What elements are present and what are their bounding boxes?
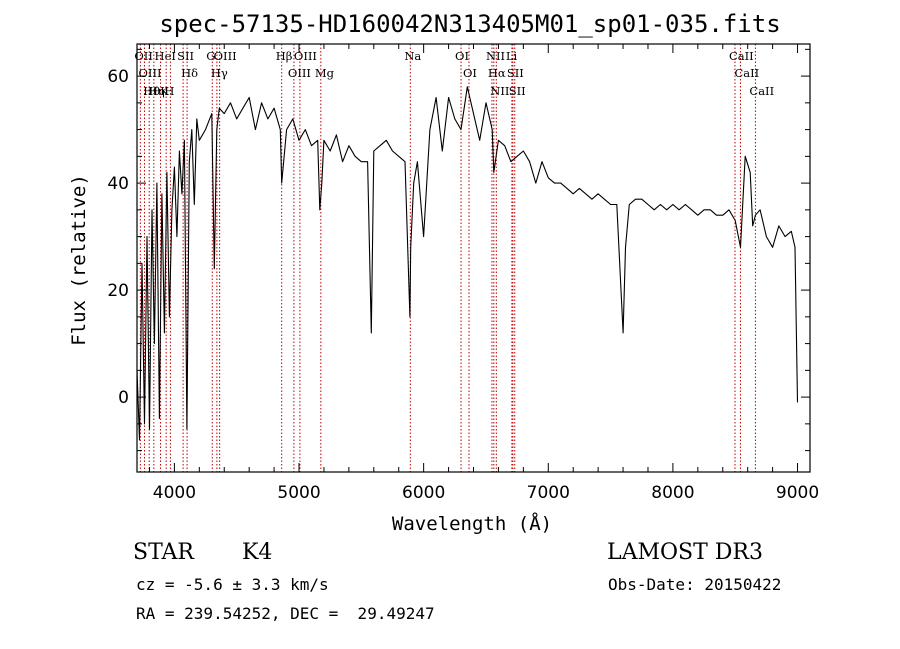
y-axis-label: Flux (relative) — [68, 174, 90, 346]
redshift-velocity: cz = -5.6 ± 3.3 km/s — [136, 575, 329, 594]
spectrum-line — [136, 86, 799, 441]
line-marker-label: SII — [509, 84, 526, 98]
line-marker-label: OI — [455, 49, 469, 63]
line-marker-label: OII — [134, 49, 153, 63]
object-subclass: K4 — [242, 540, 273, 565]
survey-name: LAMOST DR3 — [607, 540, 763, 565]
line-marker-label: Hβ — [276, 49, 293, 63]
x-axis-label: Wavelength (Å) — [392, 512, 552, 535]
x-tick-label: 5000 — [277, 483, 320, 503]
plot-frame — [136, 43, 811, 473]
line-marker-label: OIII — [138, 66, 161, 80]
line-marker-label: Hα — [488, 66, 506, 80]
line-marker-label: K — [160, 84, 169, 98]
x-tick-label: 4000 — [153, 483, 196, 503]
y-tick-label: 20 — [107, 281, 129, 301]
x-tick-label: 6000 — [402, 483, 445, 503]
line-marker-label: Li — [506, 49, 518, 63]
line-marker-label: G — [206, 49, 215, 63]
object-class: STAR — [133, 540, 194, 565]
line-marker-label: CaII — [749, 84, 774, 98]
line-marker-label: SII — [177, 49, 194, 63]
line-marker-label: NII — [490, 84, 509, 98]
line-marker-label: CaII — [729, 49, 754, 63]
line-marker-label: HeI — [155, 49, 176, 63]
line-marker-label: Hδ — [181, 66, 198, 80]
line-marker-label: CaII — [734, 66, 759, 80]
line-marker-label: Hγ — [211, 66, 228, 80]
line-marker-label: Na — [404, 49, 421, 63]
line-marker-label: SII — [507, 66, 524, 80]
x-tick-label: 7000 — [527, 483, 570, 503]
line-marker-label: OIII — [294, 49, 317, 63]
line-marker-label: Hθ — [143, 84, 160, 98]
line-marker-label: OIII — [214, 49, 237, 63]
line-marker-label: NII — [486, 49, 505, 63]
observation-date: Obs-Date: 20150422 — [608, 575, 782, 594]
chart-title: spec-57135-HD160042N313405M01_sp01-035.f… — [159, 10, 780, 38]
line-marker-label: Mg — [315, 66, 335, 80]
y-tick-label: 60 — [107, 67, 129, 87]
line-marker-label: Hη — [148, 84, 165, 98]
y-tick-label: 40 — [107, 174, 129, 194]
line-marker-label: OI — [463, 66, 477, 80]
sky-coordinates: RA = 239.54252, DEC = 29.49247 — [136, 604, 435, 623]
line-marker-label: OIII — [288, 66, 311, 80]
x-tick-label: 9000 — [776, 483, 819, 503]
x-tick-label: 8000 — [651, 483, 694, 503]
line-marker-label: H — [164, 84, 174, 98]
y-tick-label: 0 — [118, 388, 129, 408]
